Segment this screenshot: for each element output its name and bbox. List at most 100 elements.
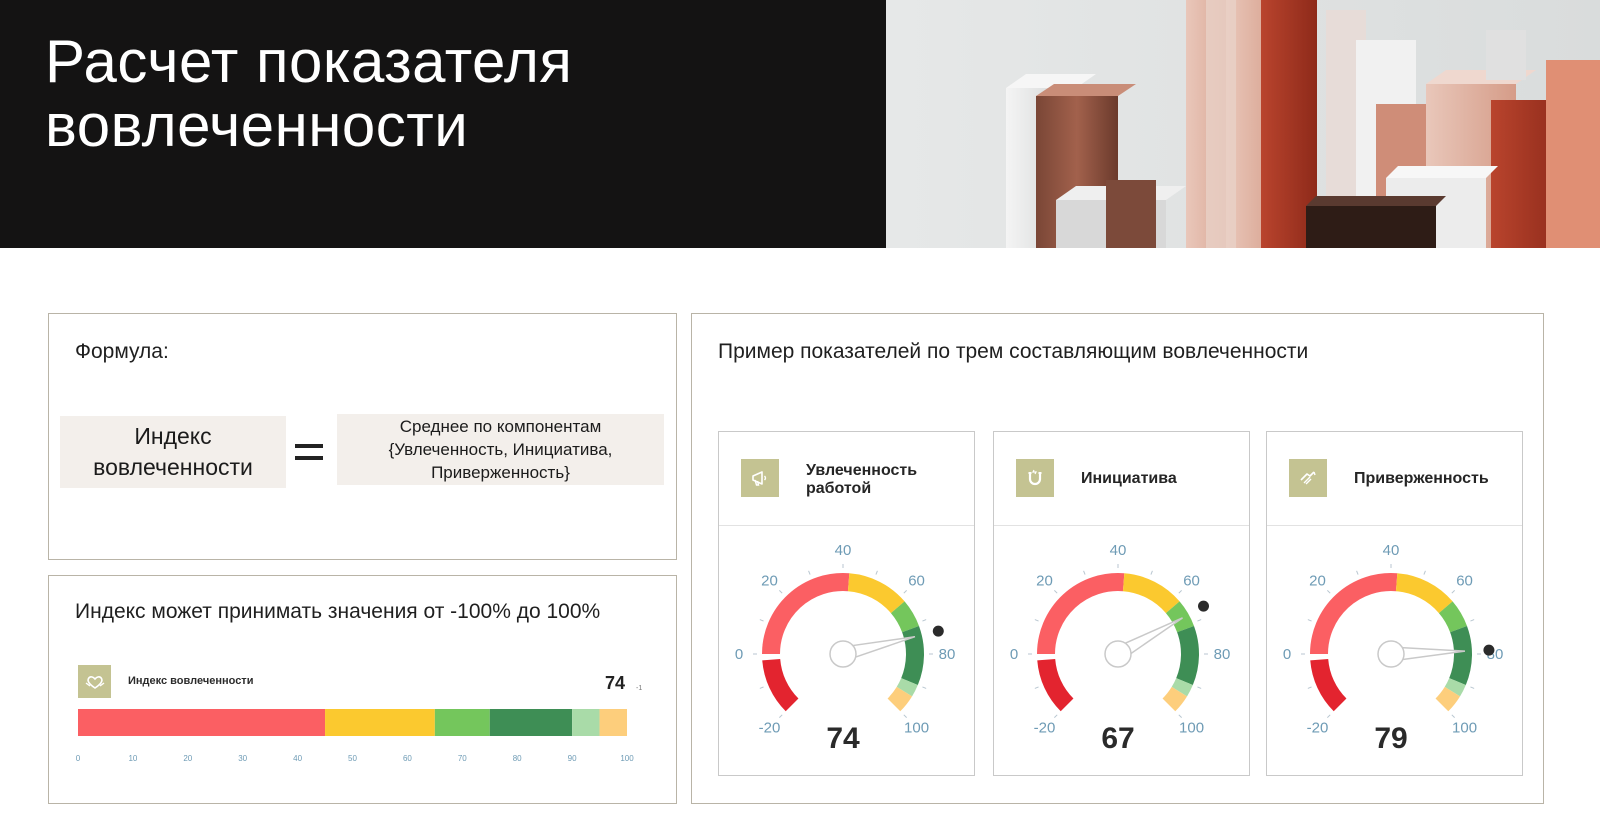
scale-tick-label: 20 bbox=[183, 754, 193, 763]
gauge-minor-tick bbox=[1423, 570, 1426, 575]
scale-segment bbox=[572, 709, 600, 736]
gauge-needle-hub bbox=[1377, 640, 1405, 668]
gauge-arc-segment bbox=[1435, 686, 1461, 712]
gauge-panel-enthusiasm: Увлеченность работой -20 0 20 40 60 80 100 74 bbox=[718, 431, 975, 776]
gauge-arc-segment bbox=[1122, 573, 1180, 614]
gauge-header: Приверженность bbox=[1267, 432, 1522, 526]
gauge-minor-tick bbox=[1178, 714, 1182, 718]
gauge-minor-tick bbox=[1470, 686, 1475, 689]
gauge-minor-tick bbox=[1197, 686, 1202, 689]
gauge-arc-segment bbox=[1165, 601, 1194, 633]
handshake-icon bbox=[1289, 459, 1327, 497]
gauge-arc-segment bbox=[1449, 625, 1472, 685]
gauge-arc-segment bbox=[1037, 658, 1074, 712]
gauge-tick-label: 0 bbox=[735, 646, 743, 663]
gauge-arc-segment bbox=[1310, 658, 1347, 712]
gauge-arc-segment bbox=[1438, 601, 1467, 633]
scale-tick-label: 50 bbox=[348, 754, 357, 763]
gauge-header: Увлеченность работой bbox=[719, 432, 974, 526]
abstract-columns-illustration bbox=[886, 0, 1600, 248]
gauge-minor-tick bbox=[1327, 590, 1331, 594]
scale-tick-label: 30 bbox=[238, 754, 248, 763]
gauge-tick-label: 60 bbox=[908, 572, 925, 589]
gauge-tick-label: 100 bbox=[904, 720, 929, 737]
range-index-value: 74 bbox=[605, 673, 626, 693]
gauge-minor-tick bbox=[1034, 686, 1039, 689]
gauge-minor-tick bbox=[875, 570, 878, 575]
gauge-tick-label: 60 bbox=[1183, 572, 1200, 589]
gauge-minor-tick bbox=[759, 686, 764, 689]
gauge-needle-hub bbox=[829, 640, 857, 668]
gauge-tick-label: 60 bbox=[1456, 572, 1473, 589]
formula-card: Формула: Индекс вовлеченности Среднее по… bbox=[48, 313, 677, 560]
gauge-arc-segment bbox=[887, 686, 913, 712]
gauge-label: Приверженность bbox=[1354, 470, 1489, 487]
gauge-arc-segment bbox=[896, 677, 918, 697]
gauge-minor-tick bbox=[1451, 590, 1455, 594]
header: Расчет показателя вовлеченности bbox=[0, 0, 1600, 248]
gauge-arc-segment bbox=[847, 573, 905, 614]
scale-segment bbox=[599, 709, 627, 736]
gauge-tick-label: 20 bbox=[1309, 572, 1326, 589]
megaphone-icon bbox=[741, 459, 779, 497]
gauge-tick-label: 40 bbox=[1383, 542, 1400, 559]
gauge-chart: -20 0 20 40 60 80 100 67 bbox=[1010, 542, 1231, 755]
scale-tick-label: 100 bbox=[620, 754, 634, 763]
range-index-label: Индекс вовлеченности bbox=[128, 675, 254, 687]
gauge-arc-segment bbox=[1037, 573, 1125, 655]
heart-hands-icon bbox=[78, 665, 111, 698]
gauge-arc-segment bbox=[762, 573, 850, 655]
gauge-minor-tick bbox=[1327, 714, 1331, 718]
scale-tick-label: 80 bbox=[512, 754, 522, 763]
gauge-minor-tick bbox=[759, 619, 764, 622]
index-scale-bar bbox=[78, 709, 627, 736]
gauge-arc-segment bbox=[1176, 625, 1199, 685]
gauge-tick-label: 100 bbox=[1452, 720, 1477, 737]
gauge-minor-tick bbox=[903, 590, 907, 594]
formula-title: Формула: bbox=[75, 340, 169, 363]
gauge-minor-tick bbox=[1034, 619, 1039, 622]
gauge-minor-tick bbox=[1307, 619, 1312, 622]
gauge-tick-label: 40 bbox=[1110, 542, 1127, 559]
scale-tick-label: 0 bbox=[75, 754, 81, 763]
gauge-tick-label: 80 bbox=[939, 646, 956, 663]
index-scale-ticks: 0 10 20 30 40 50 60 70 80 90 100 bbox=[75, 754, 634, 766]
gauge-arc-segment bbox=[1162, 686, 1188, 712]
magnet-icon bbox=[1016, 459, 1054, 497]
gauge-tick-label: 80 bbox=[1214, 646, 1231, 663]
gauge-header: Инициатива bbox=[994, 432, 1249, 526]
gauges-title: Пример показателей по трем составляющим … bbox=[718, 340, 1309, 363]
gauge-tick-label: 0 bbox=[1283, 646, 1291, 663]
equals-sign-icon bbox=[295, 444, 323, 460]
scale-tick-label: 40 bbox=[293, 754, 303, 763]
header-decorative-image bbox=[886, 0, 1600, 248]
gauge-arc-segment bbox=[901, 625, 924, 685]
page-title: Расчет показателя вовлеченности bbox=[45, 28, 573, 159]
gauge-panel-commitment: Приверженность -20 0 20 40 60 80 100 79 bbox=[1266, 431, 1523, 776]
scale-tick-label: 90 bbox=[567, 754, 577, 763]
gauge-minor-tick bbox=[1054, 714, 1058, 718]
formula-right-term: Среднее по компонентам {Увлеченность, Ин… bbox=[337, 414, 664, 485]
gauge-value-marker bbox=[1483, 644, 1495, 656]
gauge-value: 79 bbox=[1374, 722, 1407, 755]
gauge-minor-tick bbox=[903, 714, 907, 718]
gauge-arc-segment bbox=[1444, 677, 1466, 697]
range-index-delta: -1 bbox=[636, 685, 643, 692]
gauge-chart: -20 0 20 40 60 80 100 74 bbox=[735, 542, 956, 755]
formula-left-term: Индекс вовлеченности bbox=[60, 416, 286, 488]
gauge-tick-label: 0 bbox=[1010, 646, 1018, 663]
gauge-minor-tick bbox=[1178, 590, 1182, 594]
gauge-arc-segment bbox=[1310, 573, 1398, 655]
gauge-minor-tick bbox=[1307, 686, 1312, 689]
gauge-minor-tick bbox=[1197, 619, 1202, 622]
gauge-arc-segment bbox=[890, 601, 919, 633]
gauge-value: 74 bbox=[826, 722, 860, 755]
gauge-arc-segment bbox=[1171, 677, 1193, 697]
gauge-tick-label: -20 bbox=[1307, 720, 1329, 737]
gauge-tick-label: 40 bbox=[835, 542, 852, 559]
gauge-tick-label: 20 bbox=[761, 572, 778, 589]
gauge-minor-tick bbox=[922, 619, 927, 622]
gauge-value-marker bbox=[1198, 600, 1210, 612]
gauge-minor-tick bbox=[1356, 570, 1359, 575]
gauge-minor-tick bbox=[1054, 590, 1058, 594]
